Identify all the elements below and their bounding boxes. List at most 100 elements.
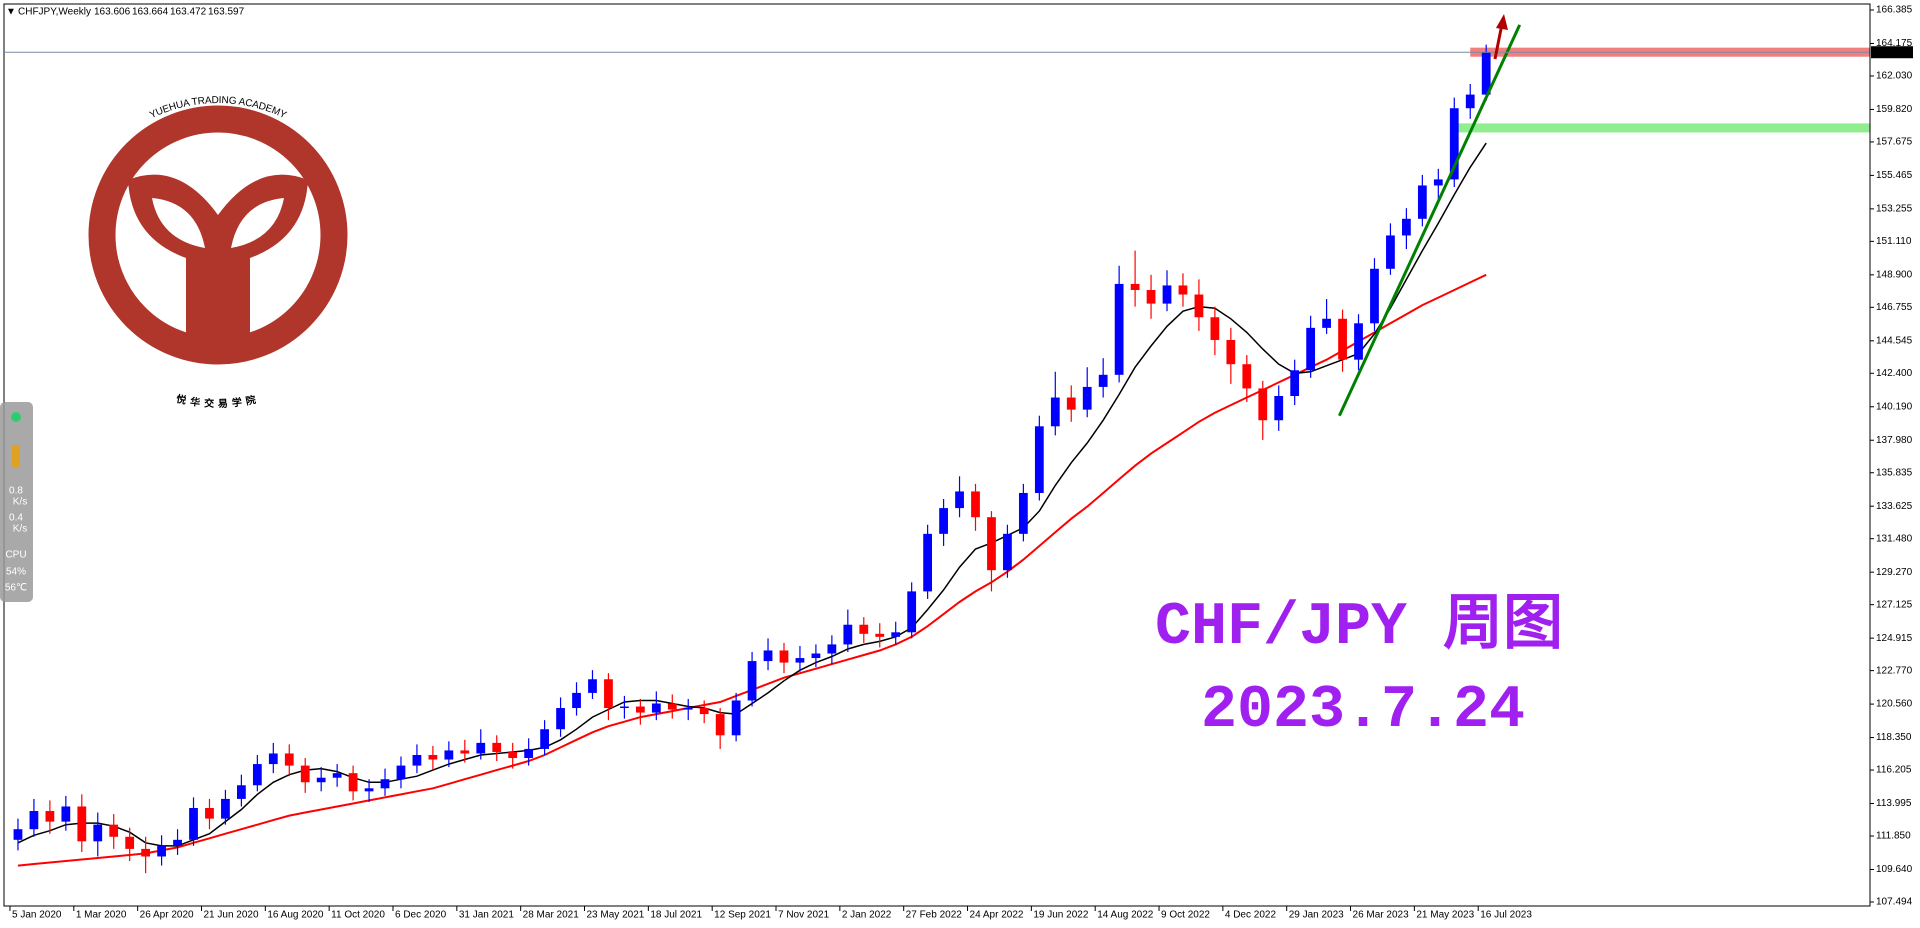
x-tick-label: 21 May 2023 [1416, 910, 1474, 921]
candle-body [1242, 364, 1252, 389]
arrow-shaft [1493, 23, 1504, 60]
x-tick-label: 7 Nov 2021 [778, 910, 830, 921]
price-label-box [1871, 46, 1913, 59]
candle-body [508, 751, 518, 759]
candle-body [1322, 318, 1331, 328]
x-tick-label: 1 Mar 2020 [76, 910, 127, 921]
candle-body [141, 848, 151, 857]
trendline [1338, 24, 1522, 417]
candle-body [1386, 235, 1395, 269]
x-tick-label: 27 Feb 2022 [906, 910, 963, 921]
candle-body [715, 714, 725, 736]
net-up-unit: K/s [13, 524, 27, 535]
candle-body [221, 798, 230, 819]
candle-body [300, 765, 310, 783]
candle-body [316, 777, 326, 783]
candle-body [1162, 285, 1172, 304]
candle-body [444, 750, 454, 760]
y-tick-label: 107.494 [1876, 897, 1913, 908]
x-tick-label: 5 Jan 2020 [12, 910, 62, 921]
x-tick-label: 23 May 2021 [587, 910, 645, 921]
x-tick-label: 14 Aug 2022 [1097, 910, 1154, 921]
candle-body [396, 765, 406, 780]
candle-body [284, 753, 294, 766]
y-tick-label: 146.755 [1876, 302, 1913, 313]
x-tick-label: 2 Jan 2022 [842, 910, 892, 921]
candle-body [1210, 317, 1220, 340]
collapse-icon[interactable]: ▼ [6, 7, 16, 18]
candle-body [524, 748, 534, 759]
candle-body [189, 808, 198, 840]
y-tick-label: 113.995 [1876, 798, 1912, 809]
y-tick-label: 122.770 [1876, 665, 1913, 676]
candle-body [1130, 283, 1140, 290]
high: 163.664 [132, 7, 169, 18]
candle-body [891, 632, 901, 637]
candle-body [1226, 339, 1236, 365]
y-tick-label: 118.350 [1876, 732, 1912, 743]
x-tick-label: 21 Jun 2020 [203, 910, 258, 921]
system-widget[interactable]: 0.8 K/s 0.4 K/s CPU 54% 56℃ [0, 402, 33, 602]
candle-body [1354, 323, 1363, 360]
symbol: CHFJPY,Weekly [18, 7, 91, 18]
annotation-date: 2023.7.24 [1201, 677, 1525, 745]
candle-body [460, 750, 470, 754]
candle-body [412, 754, 422, 766]
candle-body [843, 624, 853, 645]
x-tick-label: 18 Jul 2021 [650, 910, 702, 921]
x-tick-label: 6 Dec 2020 [395, 910, 447, 921]
candle-body [29, 811, 39, 830]
net-down-unit: K/s [13, 497, 27, 508]
logo-ring [88, 105, 348, 365]
x-tick-label: 4 Dec 2022 [1225, 910, 1277, 921]
candle-body [795, 658, 805, 663]
candle-body [1370, 268, 1379, 324]
candle-body [1146, 289, 1156, 304]
temp-value: 56℃ [5, 583, 27, 594]
candle-body [699, 708, 709, 715]
candle-body [364, 788, 374, 792]
gauge [12, 445, 20, 467]
candle-body [13, 829, 23, 840]
x-tick-label: 16 Jul 2023 [1480, 910, 1532, 921]
widget-panel [0, 402, 33, 602]
candle-body [1018, 492, 1028, 534]
y-tick-label: 120.560 [1876, 699, 1913, 710]
candle-body [93, 824, 103, 842]
candle-body [428, 754, 438, 760]
candle-body [125, 836, 135, 849]
candle-body [1338, 318, 1347, 360]
x-tick-label: 9 Oct 2022 [1161, 910, 1210, 921]
candle-body [1178, 285, 1188, 295]
y-tick-label: 151.110 [1876, 236, 1912, 247]
candle-body [77, 806, 87, 842]
candle-body [635, 706, 645, 713]
candle-body [1290, 370, 1300, 397]
candle-body [620, 706, 629, 709]
candle-body [1274, 396, 1284, 421]
candle-body [779, 650, 789, 663]
plot-area: 166.385 164.175 162.030 159.820 157.675 155.4… [4, 4, 1913, 921]
candle-body [1082, 386, 1092, 410]
y-tick-label: 140.190 [1876, 401, 1913, 412]
x-tick-label: 26 Mar 2023 [1353, 910, 1410, 921]
candle-body [237, 785, 246, 799]
candle-body [268, 753, 278, 765]
candle-body [731, 700, 741, 736]
candle-body [1417, 185, 1427, 219]
net-down: 0.8 [9, 486, 23, 497]
candle-body [380, 779, 390, 789]
close: 163.597 [208, 7, 245, 18]
price-label: 163.597 [1873, 47, 1910, 58]
x-tick-label: 16 Aug 2020 [267, 910, 324, 921]
y-tick-label: 155.465 [1876, 170, 1913, 181]
candle-body [811, 653, 821, 659]
candle-body [157, 845, 166, 857]
y-tick-label: 144.545 [1876, 335, 1913, 346]
cpu-label: CPU [5, 550, 26, 561]
y-tick-label: 162.030 [1876, 71, 1913, 82]
candle-body [604, 679, 613, 709]
candle-body [667, 703, 677, 710]
y-tick-label: 153.255 [1876, 204, 1913, 215]
